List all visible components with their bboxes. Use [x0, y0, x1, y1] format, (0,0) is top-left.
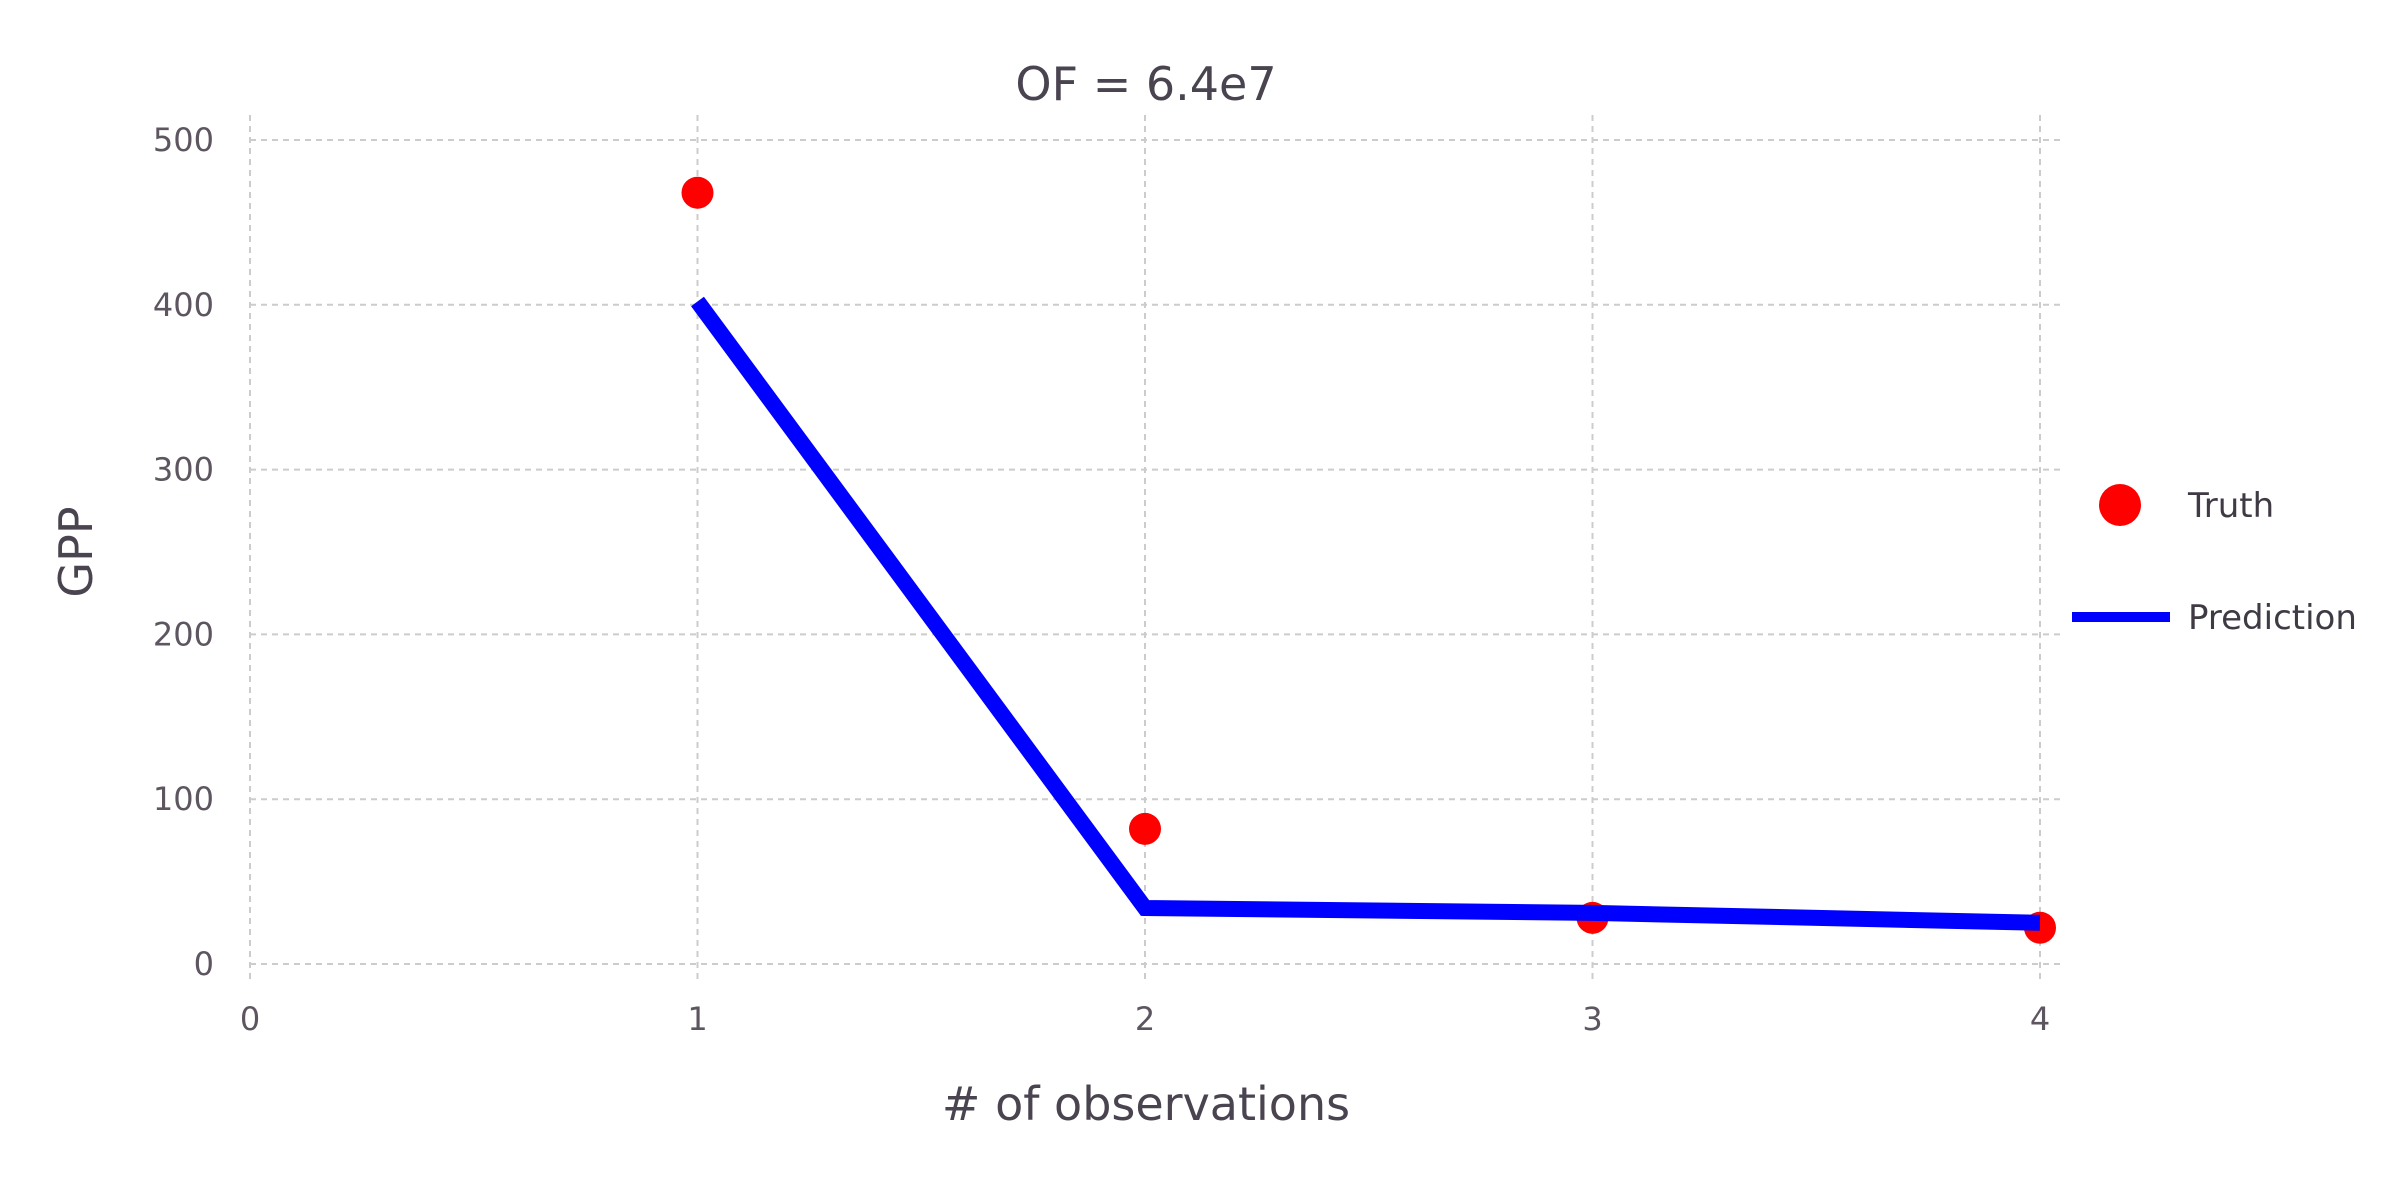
prediction-line — [691, 296, 2041, 931]
x-tick-label: 4 — [2030, 1000, 2050, 1038]
legend: Truth Prediction — [2072, 484, 2357, 638]
plot-area — [681, 176, 2056, 944]
y-tick-label: 0 — [194, 945, 214, 983]
truth-point — [1129, 812, 1161, 845]
x-tick-label: 0 — [240, 1000, 260, 1038]
legend-prediction-label: Prediction — [2188, 598, 2357, 638]
x-tick-label: 3 — [1582, 1000, 1602, 1038]
y-tick-label: 500 — [153, 121, 214, 159]
legend-truth-label: Truth — [2187, 486, 2274, 526]
x-axis-label: # of observations — [942, 1077, 1350, 1131]
truth-point — [681, 176, 714, 209]
grid — [249, 115, 2060, 980]
x-tick-label: 1 — [687, 1000, 707, 1038]
x-tick-label: 2 — [1135, 1000, 1155, 1038]
y-tick-labels: 0 100 200 300 400 500 — [153, 121, 214, 983]
chart-title: OF = 6.4e7 — [1015, 57, 1276, 111]
legend-truth-marker — [2099, 484, 2141, 526]
y-tick-label: 400 — [153, 286, 214, 324]
y-tick-label: 100 — [153, 780, 214, 818]
y-tick-label: 300 — [153, 451, 214, 489]
x-tick-labels: 0 1 2 3 4 — [240, 1000, 2050, 1038]
y-axis-label: GPP — [49, 506, 103, 597]
y-tick-label: 200 — [153, 615, 214, 653]
